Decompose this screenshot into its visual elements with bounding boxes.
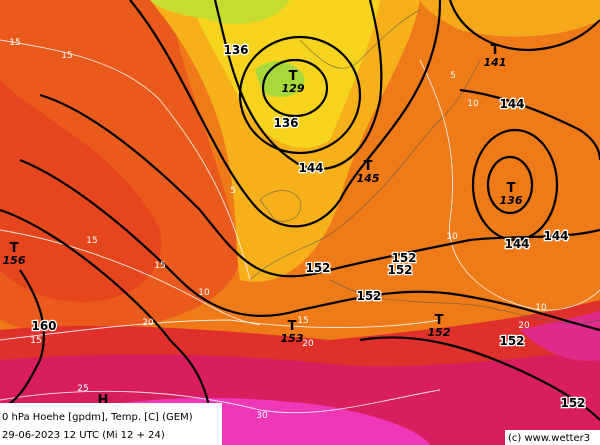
isotherm-label: 30 (256, 411, 268, 421)
height-label: 144 (543, 229, 568, 243)
isotherm-label: 5 (230, 186, 236, 196)
isotherm-label: 15 (61, 51, 72, 61)
valid-time: 29-06-2023 12 UTC (Mi 12 + 24) (2, 430, 165, 441)
height-label: 144 (298, 161, 323, 175)
isotherm-label: 15 (154, 261, 165, 271)
center-value: 145 (357, 172, 380, 185)
isotherm-label: 20 (142, 318, 154, 328)
height-label: 160 (31, 319, 56, 333)
isotherm-label: 15 (86, 236, 97, 246)
isotherm-label: 10 (198, 288, 210, 298)
isotherm-label: 15 (297, 316, 308, 326)
center-symbol: H (98, 393, 109, 408)
isotherms (0, 39, 600, 414)
center-value: 152 (428, 326, 451, 339)
center-symbol: T (435, 313, 444, 328)
isotherm-label: 10 (535, 303, 547, 313)
height-label: 152 (391, 251, 416, 265)
height-label: 136 (273, 116, 298, 130)
center-value: 129 (282, 82, 305, 95)
height-label: 152 (560, 396, 585, 410)
map-caption: 0 hPa Hoehe [gpdm], Temp. [C] (GEM) (2, 412, 193, 423)
isotherm-label: 20 (518, 321, 530, 331)
height-label: 152 (305, 261, 330, 275)
height-label: 152 (499, 334, 524, 348)
isotherm-label: 10 (467, 99, 479, 109)
center-symbol: T (10, 241, 19, 256)
isotherm-label: 15 (30, 336, 41, 346)
center-value: 141 (484, 56, 507, 69)
height-label: 144 (504, 237, 529, 251)
height-label: 152 (387, 263, 412, 277)
isotherm-label: 15 (9, 38, 20, 48)
height-label: 152 (356, 289, 381, 303)
center-symbol: T (507, 181, 516, 196)
center-symbol: T (289, 69, 298, 84)
credit: (c) www.wetter3 (508, 433, 590, 444)
credit-box (505, 430, 600, 445)
isotherm-label: 25 (77, 384, 88, 394)
center-value: 153 (281, 332, 304, 345)
isotherm-label: 10 (446, 232, 458, 242)
center-symbol: T (364, 159, 373, 174)
isotherm-label: 5 (450, 71, 456, 81)
labels: 136136144152152152152152152160144144144T… (3, 38, 587, 421)
center-value: 136 (500, 194, 523, 207)
height-label: 144 (499, 97, 524, 111)
caption-box (0, 403, 222, 445)
height-label: 136 (223, 43, 248, 57)
coastlines (249, 9, 600, 324)
center-symbol: T (288, 319, 297, 334)
center-value: 156 (3, 254, 26, 267)
center-symbol: T (491, 43, 500, 58)
isotherm-label: 20 (302, 339, 314, 349)
